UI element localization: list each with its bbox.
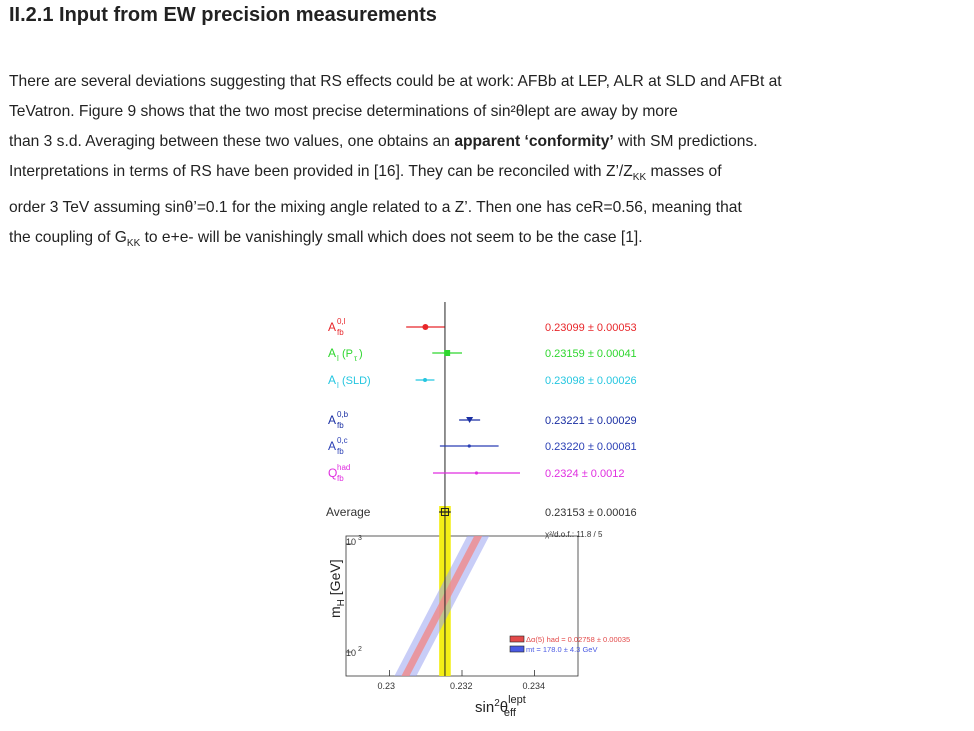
theta-symbol: θ [515, 103, 525, 120]
y-tick-label: 3 [358, 535, 362, 542]
paragraph-text: than 3 s.d. Averaging between these two … [9, 133, 455, 150]
measurement-label: A [328, 439, 336, 453]
measurement-label-sub: fb [337, 421, 344, 430]
x-axis-title-sup: lept [508, 694, 526, 706]
measurement-label: A [328, 373, 336, 387]
body-paragraph: There are several deviations suggesting … [9, 67, 971, 259]
measurement-label-sub: fb [337, 474, 344, 483]
y-axis-title-sub: H [336, 599, 347, 606]
data-point [422, 324, 429, 330]
value-label: 0.2324 ± 0.0012 [545, 468, 624, 480]
x-axis-title: sin2θlept eff [475, 694, 526, 719]
paragraph-text: with SM predictions. [613, 133, 758, 150]
measurement-label: A [328, 346, 336, 360]
paragraph-text: masses of [646, 163, 722, 180]
chi2-label: χ²/d.o.f.: 11.8 / 5 [545, 530, 603, 539]
paragraph-text: ’=0.1 for the mixing angle related to a … [193, 199, 742, 217]
measurement-label-sub: l [337, 381, 339, 390]
value-label: 0.23099 ± 0.00053 [545, 322, 637, 334]
x-axis-title-sup: 2 [494, 698, 500, 709]
y-tick-label: 10 [346, 537, 356, 547]
legend-label: mt = 178.0 ± 4.3 GeV [526, 645, 597, 654]
x-tick-label: 0.23 [378, 681, 396, 691]
value-label: 0.23098 ± 0.00026 [545, 375, 637, 387]
measurement-label-tail: (SLD) [342, 375, 371, 387]
measurement-label-tail: ) [359, 348, 363, 360]
sin2theta-chart: 0.23099 ± 0.00053 0.23159 ± 0.00041 0.2309… [326, 302, 637, 719]
measurement-label-sub: fb [337, 447, 344, 456]
measurement-label-sup: had [337, 463, 350, 472]
measurement-label: Q [328, 466, 337, 480]
legend-swatch [509, 635, 525, 643]
measurement-label-sub: l [337, 354, 339, 363]
section-heading: II.2.1 Input from EW precision measureme… [9, 4, 437, 26]
paragraph-text: to e+e- will be vanishingly small which … [140, 229, 643, 247]
value-label: 0.23159 ± 0.00041 [545, 348, 637, 360]
average-label: Average [326, 505, 371, 519]
paragraph-line-6: the coupling of GKK to e+e- will be vani… [9, 223, 971, 259]
paragraph-line-5: order 3 TeV assuming sinθ’=0.1 for the m… [9, 193, 971, 223]
measurement-label: A [328, 413, 336, 427]
y-axis-title-rest: [GeV] [327, 559, 343, 599]
y-axis-title: mH [GeV] [327, 559, 347, 618]
data-point [474, 471, 479, 475]
measurement-label-sup: 0,b [337, 410, 349, 419]
paragraph-text: the coupling of G [9, 229, 127, 247]
paragraph-text: TeVatron. Figure 9 shows that the two mo… [9, 103, 516, 120]
paragraph-line-3: than 3 s.d. Averaging between these two … [9, 127, 971, 157]
alpha-band [401, 536, 483, 676]
paragraph-line-1: There are several deviations suggesting … [9, 67, 971, 97]
value-label: 0.23221 ± 0.00029 [545, 415, 637, 427]
data-point [466, 417, 474, 423]
average-point [440, 508, 449, 516]
ew-measurements-figure: 0.23099 ± 0.00053 0.23159 ± 0.00041 0.2309… [300, 300, 680, 726]
paragraph-text: order 3 TeV assuming sin [9, 199, 185, 217]
data-point [423, 378, 428, 382]
theta-symbol: θ [184, 199, 194, 217]
value-label: 0.23220 ± 0.00081 [545, 441, 637, 453]
paragraph-text: lept are away by more [524, 103, 678, 120]
data-point [467, 444, 471, 448]
paragraph-text: Interpretations in terms of RS have been… [9, 163, 633, 180]
average-value: 0.23153 ± 0.00016 [545, 507, 637, 519]
y-tick-label: 10 [346, 648, 356, 658]
subscript-kk: KK [126, 238, 141, 250]
measurement-label-sub: fb [337, 328, 344, 337]
data-point [444, 350, 451, 356]
bold-phrase: apparent ‘conformity’ [454, 133, 614, 150]
x-axis-title-sub: eff [504, 707, 517, 719]
paragraph-line-4: Interpretations in terms of RS have been… [9, 157, 971, 193]
y-tick-label: 2 [358, 646, 362, 653]
measurement-label-sup: 0,c [337, 436, 348, 445]
measurement-label-sup: 0,l [337, 317, 346, 326]
subscript-kk: KK [632, 172, 647, 184]
measurement-label-tail: (P [342, 348, 353, 360]
paragraph-line-2: TeVatron. Figure 9 shows that the two mo… [9, 97, 971, 127]
x-axis-title-theta: θ [500, 699, 508, 716]
legend-label: Δα(5) had = 0.02758 ± 0.00035 [526, 635, 630, 644]
measurement-label: A [328, 320, 336, 334]
x-tick-label: 0.232 [450, 681, 473, 691]
x-tick-label: 0.234 [523, 681, 546, 691]
paragraph-text: There are several deviations suggesting … [9, 73, 782, 90]
legend-swatch [509, 645, 525, 653]
measurement-label-sub: τ [354, 354, 358, 363]
